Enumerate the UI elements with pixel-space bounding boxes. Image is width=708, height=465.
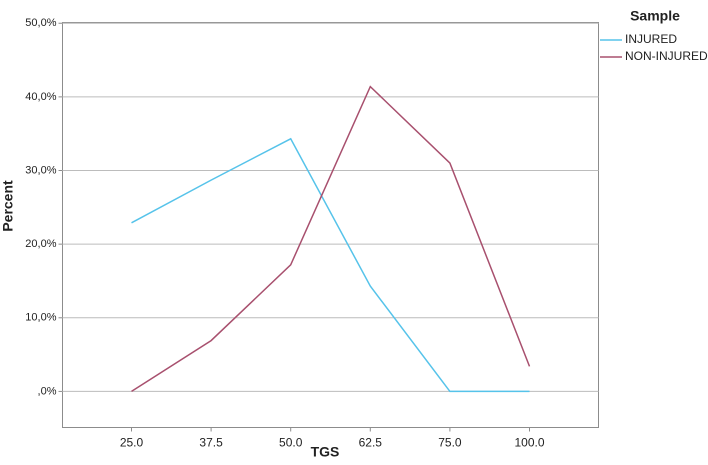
y-tick-label: 50,0% (25, 17, 56, 29)
x-tick-label: 37.5 (199, 436, 223, 450)
y-tick-label: 40,0% (25, 91, 56, 103)
x-axis-label: TGS (311, 444, 340, 460)
legend-title: Sample (630, 8, 680, 24)
series-line (131, 85, 531, 393)
y-tick-label: 30,0% (25, 164, 56, 176)
y-tick-label: 10,0% (25, 312, 56, 324)
y-axis-label: Percent (0, 180, 16, 232)
y-tick-label: 20,0% (25, 238, 56, 250)
x-tick-label: 25.0 (120, 436, 144, 450)
x-tick-label: 62.5 (359, 436, 383, 450)
legend-label: INJURED (625, 32, 677, 46)
x-tick-label: 75.0 (438, 436, 462, 450)
plot-frame (62, 22, 599, 428)
x-tick-label: 100.0 (514, 436, 544, 450)
series-line (131, 137, 530, 393)
y-tick-label: ,0% (38, 385, 57, 397)
x-tick-label: 50.0 (279, 436, 303, 450)
legend-label: NON-INJURED (625, 49, 708, 63)
